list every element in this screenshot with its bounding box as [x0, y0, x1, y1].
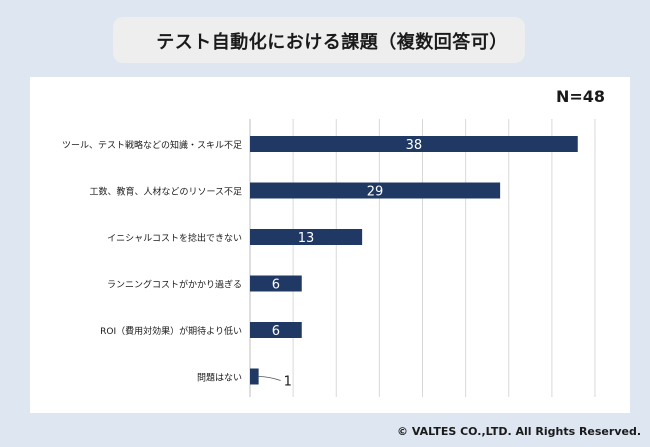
bar [250, 322, 302, 338]
data-label: 1 [284, 375, 292, 390]
data-label: 29 [367, 185, 384, 200]
copyright-text: © VALTES CO.,LTD. All Rights Reserved. [397, 425, 641, 438]
bar [250, 229, 363, 245]
data-label: 6 [272, 278, 280, 293]
sample-size-label: N=48 [555, 87, 605, 106]
category-label: イニシャルコストを捻出できない [107, 232, 242, 244]
bar [250, 136, 578, 152]
data-label-leader [258, 376, 281, 381]
data-label: 13 [298, 231, 315, 246]
bar-chart: ツール、テスト戦略などの知識・スキル不足 38 工数、教育、人材などのリソース不足 2… [62, 119, 596, 397]
bar [250, 368, 259, 385]
category-label: ランニングコストがかかり過ぎる [107, 279, 242, 291]
category-label: 工数、教育、人材などのリソース不足 [89, 186, 242, 198]
data-label: 6 [272, 324, 280, 339]
category-label: ROI（費用対効果）が期待より低い [100, 325, 242, 337]
bar [250, 182, 501, 199]
category-label: ツール、テスト戦略などの知識・スキル不足 [62, 139, 242, 151]
data-label: 38 [406, 138, 423, 153]
chart-title: テスト自動化における課題（複数回答可） [156, 32, 508, 53]
bar [250, 275, 302, 292]
chart-panel: N=48 ツール、テスト戦略などの知識・スキル不足 38 工数、教育、人材などのリソ… [30, 77, 630, 413]
title-box: テスト自動化における課題（複数回答可） [113, 17, 525, 63]
category-label: 問題はない [197, 373, 242, 384]
